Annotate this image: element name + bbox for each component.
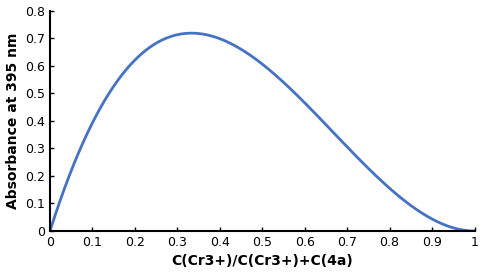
Y-axis label: Absorbance at 395 nm: Absorbance at 395 nm xyxy=(5,33,19,209)
X-axis label: C(Cr3+)/C(Cr3+)+C(4a): C(Cr3+)/C(Cr3+)+C(4a) xyxy=(171,255,353,269)
